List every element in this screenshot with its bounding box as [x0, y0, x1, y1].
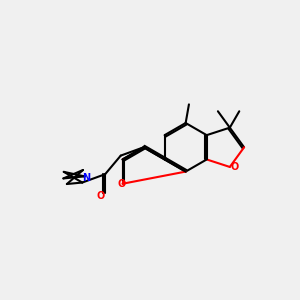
Text: O: O: [230, 162, 239, 172]
Text: N: N: [82, 173, 90, 184]
Text: O: O: [97, 191, 105, 201]
Text: O: O: [117, 179, 125, 189]
